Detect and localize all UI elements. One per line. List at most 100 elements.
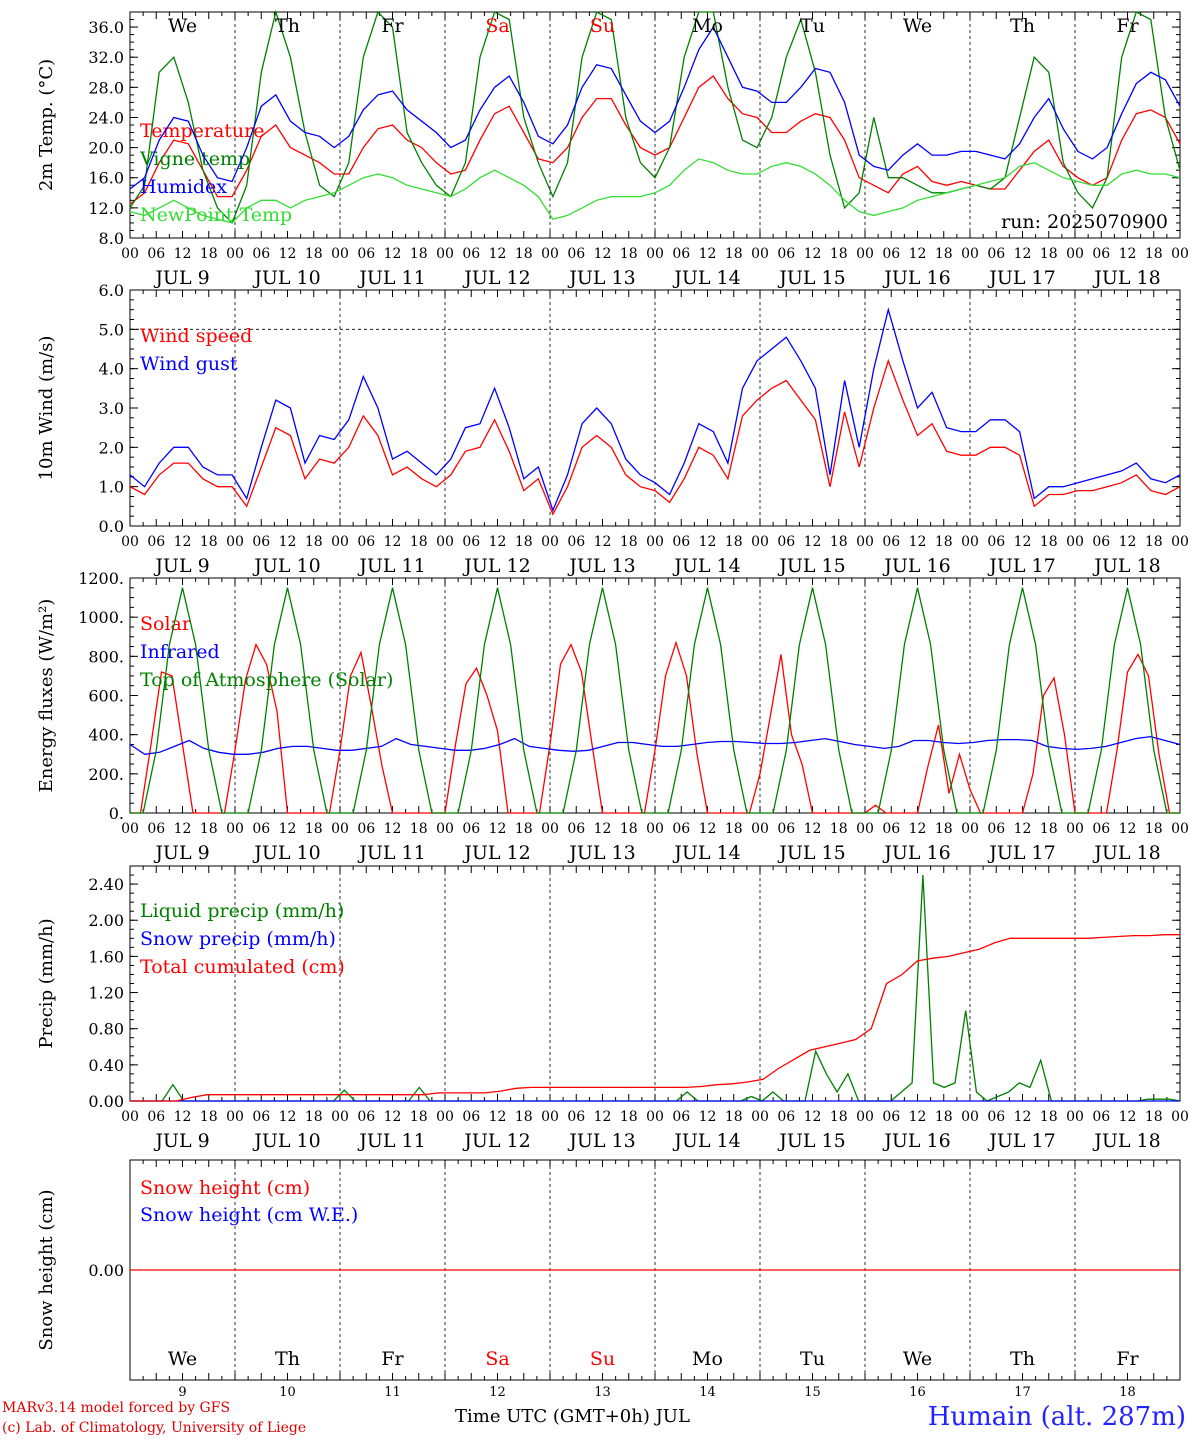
hour-tick-label: 18 [725,246,743,262]
hour-tick-label: 12 [594,246,612,262]
y-tick-label: 4.0 [99,360,124,379]
hour-tick-label: 12 [1119,821,1137,837]
date-label: JUL 11 [357,555,425,577]
x-axis-title: Time UTC (GMT+0h) JUL [455,1406,690,1427]
hour-tick-label: 18 [1145,246,1163,262]
day-of-week-label: Th [1010,15,1035,37]
y-tick-label: 8.0 [99,229,124,248]
hour-tick-label: 00 [1171,821,1189,837]
y-tick-label: 5.0 [99,320,124,339]
hour-tick-label: 00 [751,821,769,837]
day-of-week-label: We [168,1348,197,1370]
hour-tick-label: 06 [777,821,795,837]
y-tick-label: 6.0 [99,281,124,300]
hour-tick-label: 06 [462,1109,480,1125]
hour-tick-label: 12 [279,821,297,837]
y-tick-label: 0.40 [88,1056,124,1075]
legend-entry: Solar [140,613,192,635]
day-of-week-label: Fr [381,1348,404,1370]
y-axis-label: Energy fluxes (W/m²) [36,599,57,793]
hour-tick-label: 00 [1066,821,1084,837]
day-of-week-label: Fr [1116,1348,1139,1370]
hour-tick-label: 18 [1145,1109,1163,1125]
y-tick-label: 0. [109,804,124,823]
date-label: JUL 16 [882,555,950,577]
date-label: JUL 13 [567,1130,635,1152]
hour-tick-label: 18 [410,534,428,550]
hour-tick-label: 00 [751,246,769,262]
hour-tick-label: 12 [594,1109,612,1125]
hour-tick-label: 06 [777,534,795,550]
hour-tick-label: 06 [567,246,585,262]
hour-tick-label: 06 [1092,534,1110,550]
hour-tick-label: 00 [1171,246,1189,262]
y-tick-label: 0.0 [99,517,124,536]
y-tick-label: 28.0 [88,78,124,97]
y-tick-label: 32.0 [88,48,124,67]
y-tick-label: 20.0 [88,139,124,158]
hour-tick-label: 00 [646,534,664,550]
hour-tick-label: 18 [620,246,638,262]
station-label: Humain (alt. 287m) [927,1402,1186,1432]
hour-tick-label: 18 [305,246,323,262]
hour-tick-label: 12 [1014,821,1032,837]
date-label: JUL 12 [462,555,530,577]
hour-tick-label: 00 [121,534,139,550]
hour-tick-label: 12 [279,246,297,262]
hour-tick-label: 06 [882,246,900,262]
hour-tick-label: 18 [935,821,953,837]
hour-tick-label: 18 [410,821,428,837]
hour-tick-label: 12 [804,821,822,837]
run-label: run: 2025070900 [1001,211,1168,233]
day-number-label: 13 [594,1385,611,1400]
date-label: JUL 9 [153,842,209,864]
day-of-week-label: We [903,15,932,37]
hour-tick-label: 12 [804,1109,822,1125]
panel-2: 0.0 1.0 2.0 3.0 4.0 5.0 6.0 10m Wind (m/s) Wind … [36,281,1189,577]
hour-tick-label: 12 [804,534,822,550]
date-label: JUL 18 [1092,842,1160,864]
date-label: JUL 10 [252,555,320,577]
hour-tick-label: 06 [252,534,270,550]
hour-tick-label: 06 [567,1109,585,1125]
day-of-week-label: Th [1010,1348,1035,1370]
hour-tick-label: 12 [699,1109,717,1125]
date-label: JUL 15 [777,1130,845,1152]
hour-tick-label: 12 [489,534,507,550]
hour-tick-label: 00 [961,534,979,550]
hour-tick-label: 06 [1092,821,1110,837]
date-label: JUL 11 [357,267,425,289]
hour-tick-label: 00 [646,246,664,262]
hour-tick-label: 00 [751,1109,769,1125]
y-tick-label: 2.40 [88,875,124,894]
hour-tick-label: 18 [200,1109,218,1125]
y-tick-label: 2.0 [99,438,124,457]
hour-tick-label: 06 [462,534,480,550]
day-of-week-label: We [168,15,197,37]
hour-tick-label: 06 [672,534,690,550]
day-number-label: 9 [178,1385,186,1400]
hour-tick-label: 12 [489,246,507,262]
y-tick-label: 1200. [78,569,124,588]
y-tick-label: 600. [88,687,124,706]
hour-tick-label: 06 [882,534,900,550]
hour-tick-label: 06 [357,1109,375,1125]
y-tick-label: 0.00 [88,1261,124,1280]
hour-tick-label: 12 [1119,1109,1137,1125]
hour-tick-label: 00 [856,1109,874,1125]
hour-tick-label: 06 [777,1109,795,1125]
y-tick-label: 200. [88,765,124,784]
hour-tick-label: 12 [909,246,927,262]
hour-tick-label: 00 [1066,1109,1084,1125]
series-line-wind-gust [129,307,1181,513]
hour-tick-label: 06 [987,246,1005,262]
hour-tick-label: 12 [489,821,507,837]
date-label: JUL 10 [252,1130,320,1152]
day-of-week-label: Fr [381,15,404,37]
legend-entry: Humidex [140,176,227,198]
y-tick-label: 0.80 [88,1020,124,1039]
day-of-week-label: Th [275,1348,300,1370]
date-label: JUL 12 [462,267,530,289]
y-tick-label: 12.0 [88,199,124,218]
